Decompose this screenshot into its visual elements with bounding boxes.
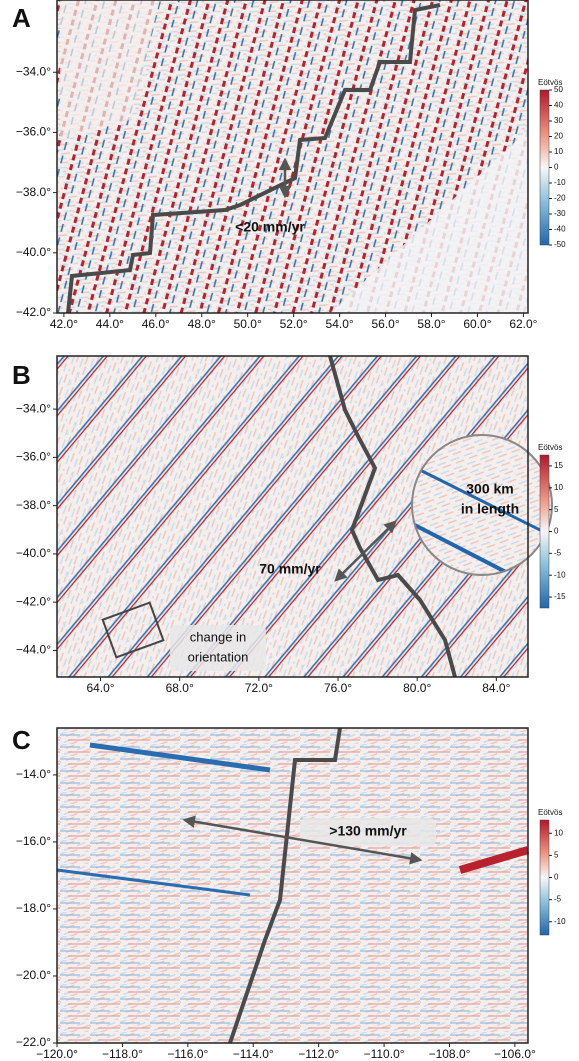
x-tick-label: 60.0° — [463, 317, 491, 331]
map-frame — [56, 0, 529, 314]
y-tick-label: −14.0° — [16, 767, 51, 781]
panel-label: C — [12, 725, 31, 755]
x-tick-label: 52.0° — [280, 317, 308, 331]
x-tick-label: 46.0° — [142, 317, 170, 331]
colorbar-tick-label: 10 — [554, 828, 563, 837]
spreading-arrow — [334, 520, 397, 582]
panel-label: B — [12, 360, 31, 390]
colorbar-tick-label: 10 — [554, 483, 563, 492]
x-tick-label: −114.0° — [233, 1047, 274, 1061]
magnified-lineation — [412, 518, 552, 575]
x-tick-label: 42.0° — [50, 317, 78, 331]
x-tick-label: −112.0° — [298, 1047, 339, 1061]
colorbar — [539, 89, 550, 246]
x-tick-label: 58.0° — [417, 317, 445, 331]
colorbar-tick-label: -5 — [554, 548, 562, 557]
x-tick-label: 56.0° — [371, 317, 399, 331]
colorbar-tick-label: -5 — [554, 895, 562, 904]
panel-label: A — [12, 3, 31, 33]
x-tick-label: −118.0° — [102, 1047, 143, 1061]
colorbar-title: Eötvös — [538, 808, 562, 817]
y-tick-label: −20.0° — [16, 968, 51, 982]
seamount-chain — [458, 846, 530, 874]
colorbar-tick-label: -40 — [554, 225, 566, 234]
colorbar-tick-label: -10 — [554, 917, 566, 926]
map-smooth-area — [60, 0, 160, 140]
magnified-lineation — [419, 468, 552, 542]
x-tick-label: 62.0° — [509, 317, 537, 331]
y-tick-label: −38.0° — [16, 498, 51, 512]
colorbar-tick-label: -20 — [554, 194, 566, 203]
colorbar-tick-label: 5 — [554, 505, 559, 514]
colorbar-tick-label: -10 — [554, 178, 566, 187]
annotation: orientation — [188, 649, 249, 664]
fracture-zone — [89, 742, 271, 773]
x-tick-label: 68.0° — [166, 681, 194, 695]
y-tick-label: −40.0° — [16, 245, 51, 259]
colorbar-tick-label: 40 — [554, 101, 563, 110]
x-tick-label: 54.0° — [326, 317, 354, 331]
spreading-arrow — [182, 815, 423, 865]
x-tick-label: 80.0° — [403, 681, 431, 695]
x-tick-label: −106.0° — [494, 1047, 536, 1061]
colorbar-tick-label: -30 — [554, 209, 566, 218]
x-tick-label: −108.0° — [429, 1047, 471, 1061]
x-tick-label: 76.0° — [324, 681, 352, 695]
colorbar-title: Eötvös — [538, 443, 562, 452]
map-frame — [56, 355, 529, 678]
colorbar-tick-label: 15 — [554, 461, 563, 470]
map-smooth-area — [330, 130, 528, 313]
y-tick-label: −36.0° — [16, 125, 51, 139]
fracture-zone — [56, 868, 251, 897]
x-tick-label: −116.0° — [167, 1047, 208, 1061]
colorbar-title: Eötvös — [538, 78, 562, 87]
colorbar-tick-label: 20 — [554, 132, 563, 141]
x-tick-label: 48.0° — [188, 317, 216, 331]
y-tick-label: −18.0° — [16, 901, 51, 915]
x-tick-label: 64.0° — [86, 681, 114, 695]
x-tick-label: 44.0° — [96, 317, 124, 331]
map-frame — [56, 727, 529, 1044]
colorbar — [539, 819, 550, 936]
colorbar-tick-label: 0 — [554, 527, 559, 536]
orientation-box — [101, 601, 165, 659]
annotation: in length — [461, 501, 519, 517]
colorbar-tick-label: 5 — [554, 850, 559, 859]
x-tick-label: 72.0° — [245, 681, 273, 695]
y-tick-label: −42.0° — [16, 305, 51, 319]
colorbar-tick-label: -50 — [554, 240, 566, 249]
y-tick-label: −42.0° — [16, 594, 51, 608]
colorbar-tick-label: 0 — [554, 163, 559, 172]
y-tick-label: −34.0° — [16, 64, 51, 78]
annotation: change in — [190, 629, 246, 644]
annotation: >130 mm/yr — [329, 823, 407, 839]
y-tick-label: −40.0° — [16, 546, 51, 560]
ridge-axis — [66, 3, 441, 314]
y-tick-label: −22.0° — [16, 1035, 51, 1049]
colorbar-tick-label: 50 — [554, 85, 563, 94]
y-tick-label: −44.0° — [16, 643, 51, 657]
colorbar-tick-label: 10 — [554, 147, 563, 156]
y-tick-label: −34.0° — [16, 401, 51, 415]
colorbar-tick-label: -10 — [554, 570, 566, 579]
colorbar-tick-label: -15 — [554, 592, 566, 601]
annotation: <20 mm/yr — [235, 219, 305, 235]
x-tick-label: 50.0° — [234, 317, 262, 331]
x-tick-label: −110.0° — [364, 1047, 405, 1061]
annotation: 70 mm/yr — [259, 561, 321, 577]
colorbar — [539, 454, 550, 609]
colorbar-tick-label: 30 — [554, 116, 563, 125]
x-tick-label: −120.0° — [36, 1047, 78, 1061]
y-tick-label: −16.0° — [16, 834, 51, 848]
x-tick-label: 84.0° — [482, 681, 510, 695]
y-tick-label: −36.0° — [16, 450, 51, 464]
annotation: 300 km — [466, 481, 513, 497]
y-tick-label: −38.0° — [16, 185, 51, 199]
colorbar-tick-label: 0 — [554, 873, 559, 882]
magnifier-frame — [411, 434, 553, 576]
label-box — [170, 625, 266, 671]
